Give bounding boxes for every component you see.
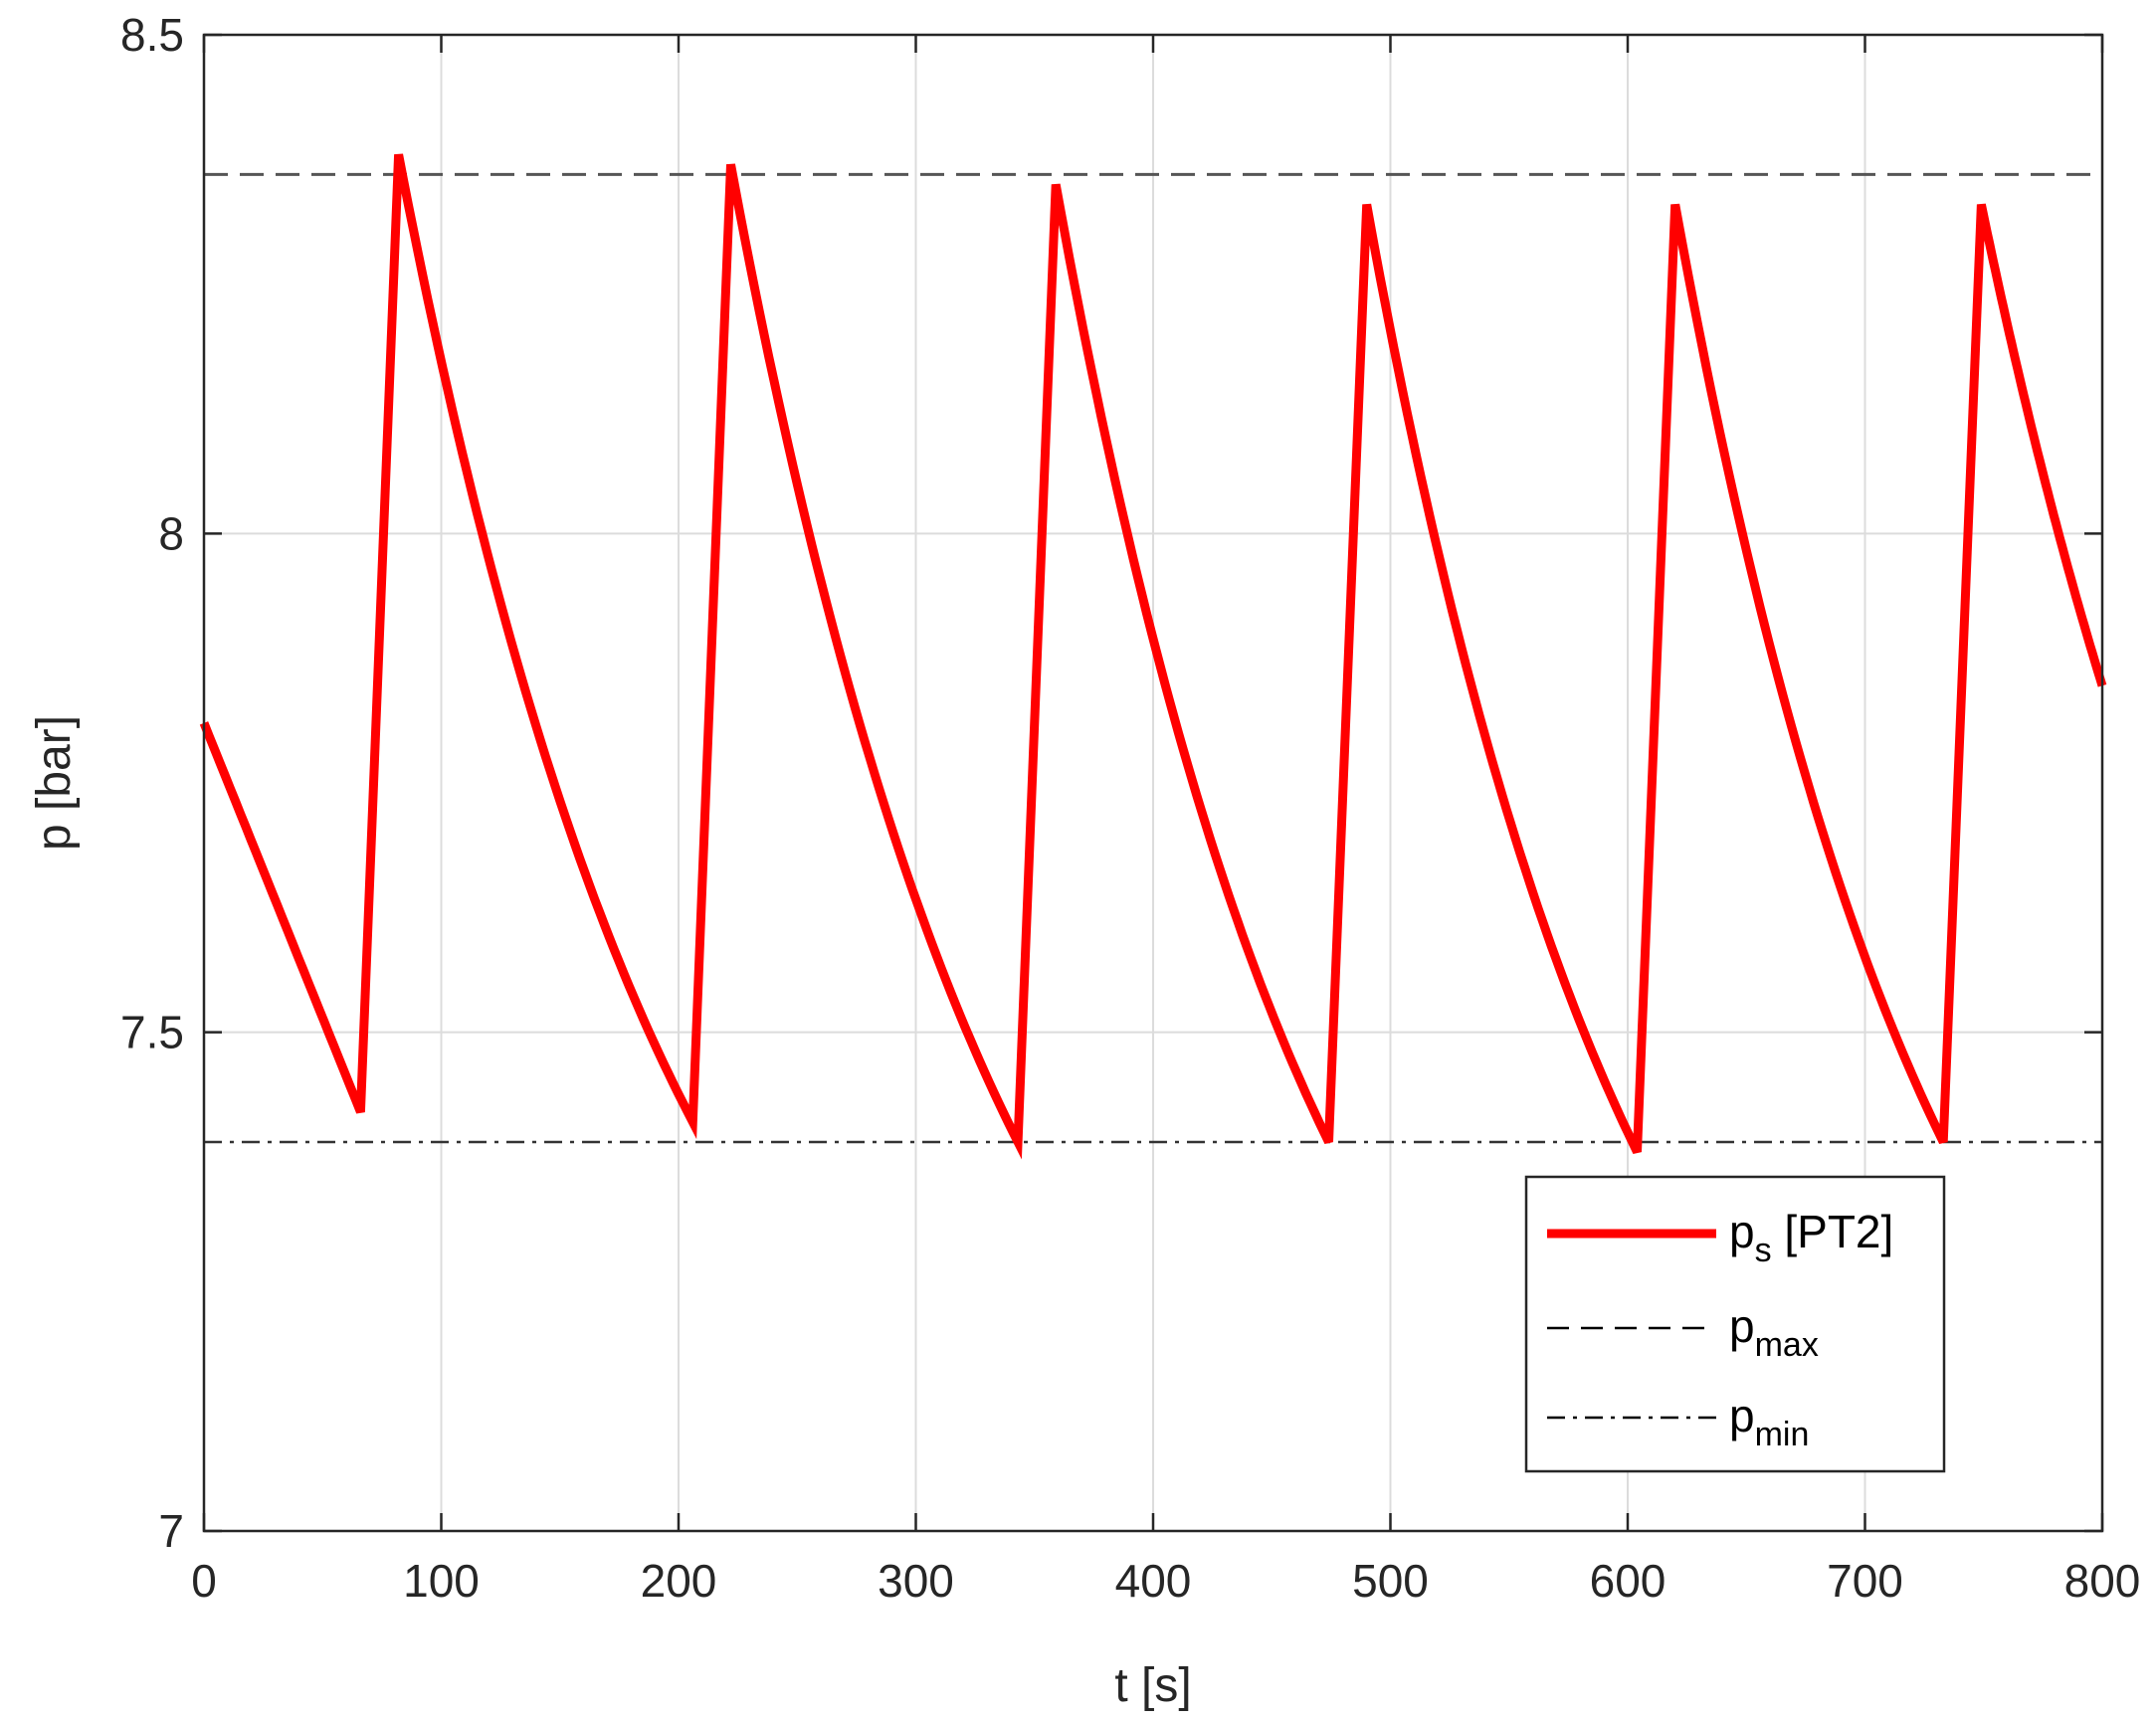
legend-ps-suffix: [PT2] bbox=[1772, 1206, 1894, 1257]
y-tick-label: 8 bbox=[158, 507, 184, 559]
legend-label-pmax: pmax bbox=[1729, 1300, 1819, 1364]
reference-lines bbox=[204, 172, 2102, 1144]
x-tick-label: 100 bbox=[403, 1555, 480, 1607]
y-tick-label: 7.5 bbox=[120, 1007, 184, 1058]
x-tick-label: 200 bbox=[641, 1555, 717, 1607]
x-tick-label: 300 bbox=[878, 1555, 954, 1607]
x-tick-label: 600 bbox=[1590, 1555, 1666, 1607]
series-layer bbox=[199, 153, 2107, 1160]
y-axis-label: p [bar] bbox=[28, 715, 81, 851]
x-tick-label: 0 bbox=[191, 1555, 217, 1607]
series-ps-line bbox=[199, 153, 2107, 1160]
x-tick-label: 500 bbox=[1352, 1555, 1429, 1607]
x-tick-labels: 0 100 200 300 400 500 600 700 800 bbox=[191, 1555, 2140, 1607]
x-axis-label: t [s] bbox=[1114, 1659, 1191, 1712]
legend-label-ps: ps [PT2] bbox=[1729, 1206, 1893, 1269]
legend-pmax-main: p bbox=[1729, 1300, 1755, 1352]
legend-pmin-main: p bbox=[1729, 1390, 1755, 1441]
legend-pmax-sub: max bbox=[1755, 1326, 1819, 1364]
x-tick-label: 400 bbox=[1115, 1555, 1192, 1607]
legend-ps-main: p bbox=[1729, 1206, 1755, 1257]
legend-ps-sub: s bbox=[1755, 1232, 1772, 1269]
ticks bbox=[202, 33, 2104, 1533]
legend-label-pmin: pmin bbox=[1729, 1390, 1809, 1453]
x-tick-label: 700 bbox=[1827, 1555, 1903, 1607]
y-tick-labels: 7 7.5 8 8.5 bbox=[120, 9, 184, 1557]
legend-pmin-sub: min bbox=[1755, 1416, 1810, 1453]
legend: ps [PT2] pmax pmin bbox=[1524, 1175, 1946, 1473]
legend-box bbox=[1524, 1175, 1946, 1473]
x-tick-label: 800 bbox=[2064, 1555, 2141, 1607]
y-tick-label: 8.5 bbox=[120, 9, 184, 61]
y-tick-label: 7 bbox=[158, 1505, 184, 1557]
